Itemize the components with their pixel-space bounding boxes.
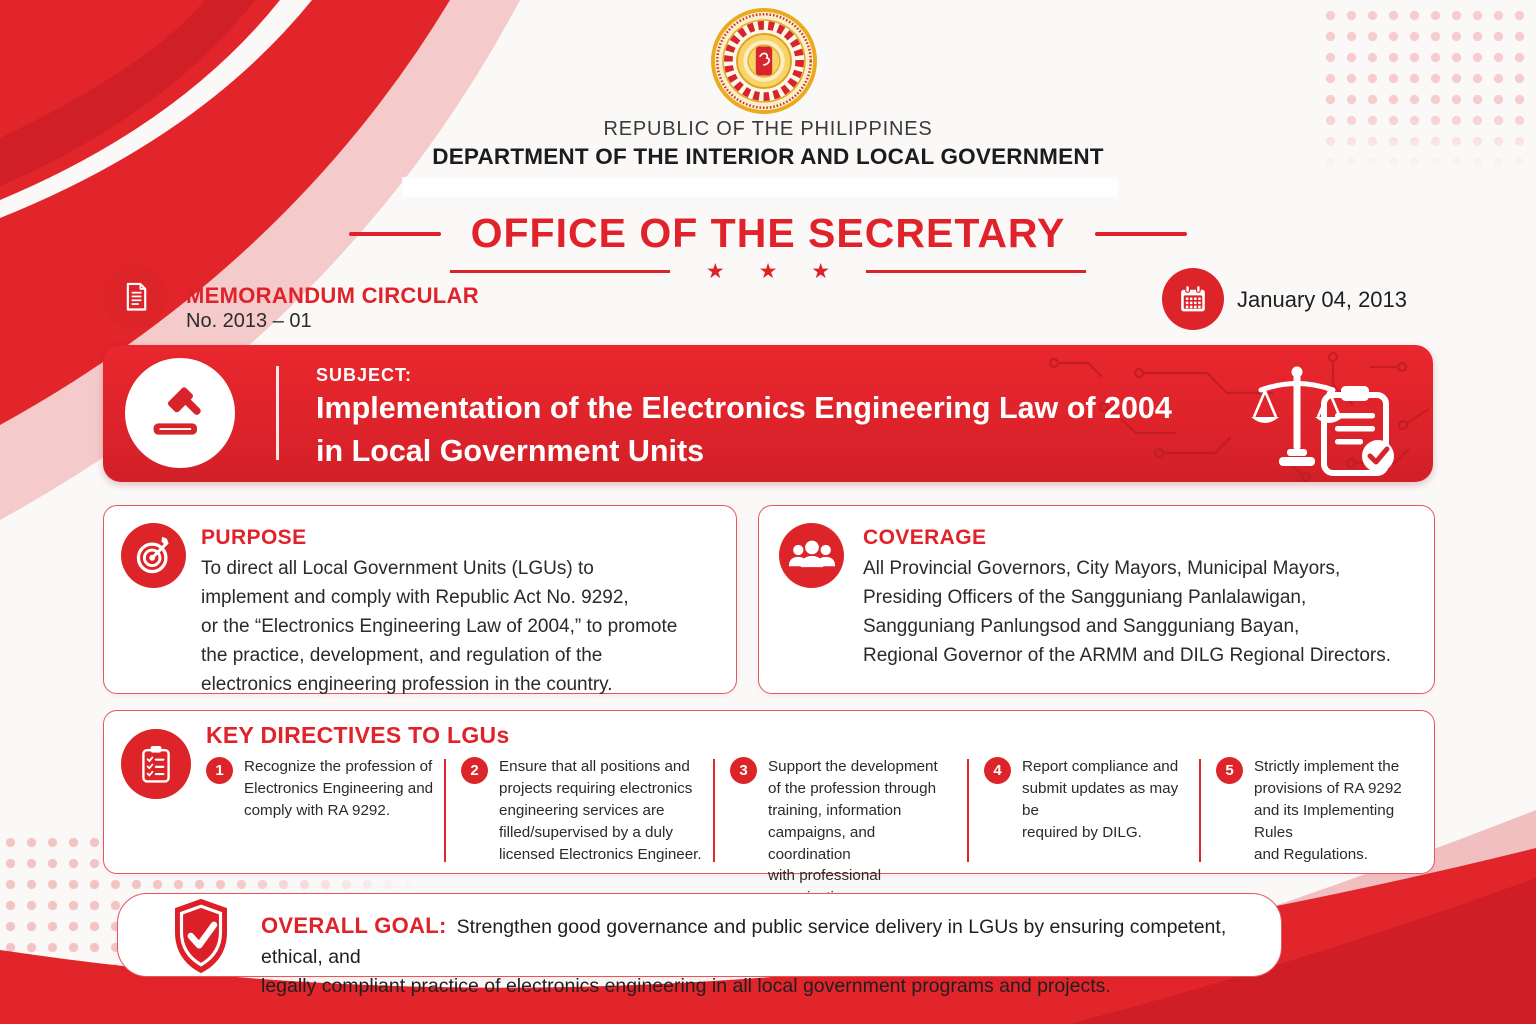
- directive-item-4: 4 Report compliance and submit updates a…: [969, 756, 1199, 909]
- purpose-section: PURPOSE To direct all Local Government U…: [103, 505, 737, 695]
- coverage-body: All Provincial Governors, City Mayors, M…: [863, 558, 1392, 666]
- goal-heading: OVERALL GOAL:: [261, 913, 447, 938]
- header-highlight-strip: [402, 177, 1118, 197]
- people-icon: [788, 540, 835, 567]
- left-star-line: [449, 270, 670, 273]
- purpose-icon-circle: [121, 523, 186, 588]
- dilg-seal-icon: [711, 8, 817, 114]
- directive-number-badge: 2: [461, 757, 488, 784]
- three-stars: ★ ★ ★: [705, 260, 845, 283]
- directive-divider: [713, 759, 715, 862]
- directive-item-3: 3 Support the development of the profess…: [715, 756, 967, 909]
- left-dash: [348, 231, 441, 236]
- coverage-icon-circle: [779, 523, 844, 588]
- directives-icon-circle: [121, 729, 191, 799]
- directive-text: Ensure that all positions and projects r…: [499, 758, 702, 863]
- coverage-heading: COVERAGE: [863, 526, 987, 549]
- directive-text: Report compliance and submit updates as …: [1022, 758, 1179, 841]
- coverage-section: COVERAGE All Provincial Governors, City …: [758, 505, 1435, 694]
- directive-text: Support the development of the professio…: [768, 758, 938, 906]
- directives-list: 1 Recognize the profession of Electronic…: [206, 756, 1427, 909]
- target-icon: [136, 536, 169, 573]
- directive-text: Recognize the profession of Electronics …: [244, 758, 434, 819]
- directive-item-5: 5 Strictly implement the provisions of R…: [1201, 756, 1427, 909]
- memo-circular-label: MEMORANDUM CIRCULAR: [186, 283, 479, 308]
- calendar-icon: [1181, 285, 1205, 312]
- directive-divider: [444, 759, 446, 862]
- memo-icon-circle: [103, 264, 168, 329]
- gavel-book-icon: [153, 387, 201, 435]
- directives-heading: KEY DIRECTIVES TO LGUs: [206, 722, 510, 748]
- shield-check-icon: [175, 898, 227, 974]
- right-dash: [1095, 231, 1188, 236]
- directive-divider: [967, 759, 969, 862]
- overall-goal-section: OVERALL GOAL: Strengthen good governance …: [117, 893, 1282, 997]
- clipboard-check-icon: [1321, 386, 1394, 476]
- subject-title: Implementation of the Electronics Engine…: [316, 391, 1172, 469]
- republic-title: REPUBLIC OF THE PHILIPPINES: [603, 118, 933, 140]
- directives-section: KEY DIRECTIVES TO LGUs 1 Recognize the p…: [103, 710, 1435, 906]
- stars-row: ★ ★ ★: [0, 261, 1536, 282]
- purpose-body: To direct all Local Government Units (LG…: [201, 558, 678, 695]
- subject-label: SUBJECT:: [316, 365, 413, 385]
- circuit-pattern: [1048, 351, 1430, 482]
- directive-number-badge: 4: [984, 757, 1011, 784]
- goal-text: OVERALL GOAL: Strengthen good governance …: [261, 909, 1261, 1002]
- banner-divider: [276, 366, 279, 460]
- department-title: DEPARTMENT OF THE INTERIOR AND LOCAL GOV…: [432, 144, 1104, 169]
- office-title: OFFICE OF THE SECRETARY: [470, 210, 1066, 256]
- subject-banner: SUBJECT: Implementation of the Electroni…: [103, 345, 1433, 482]
- directive-text: Strictly implement the provisions of RA …: [1254, 758, 1402, 863]
- directive-number-badge: 5: [1216, 757, 1243, 784]
- date-icon-circle: [1162, 268, 1224, 330]
- document-icon: [126, 282, 146, 311]
- goal-body: Strengthen good governance and public se…: [261, 916, 1227, 998]
- purpose-heading: PURPOSE: [201, 526, 307, 549]
- directive-number-badge: 3: [730, 757, 757, 784]
- gavel-icon-circle: [125, 358, 235, 468]
- issue-date: January 04, 2013: [1237, 287, 1408, 312]
- right-star-line: [866, 270, 1087, 273]
- checklist-icon: [142, 746, 170, 783]
- directive-item-1: 1 Recognize the profession of Electronic…: [206, 756, 444, 909]
- directive-number-badge: 1: [206, 757, 233, 784]
- directive-divider: [1199, 759, 1201, 862]
- directive-item-2: 2 Ensure that all positions and projects…: [446, 756, 713, 909]
- memo-circular-number: No. 2013 – 01: [186, 310, 312, 332]
- office-title-row: OFFICE OF THE SECRETARY: [0, 210, 1536, 257]
